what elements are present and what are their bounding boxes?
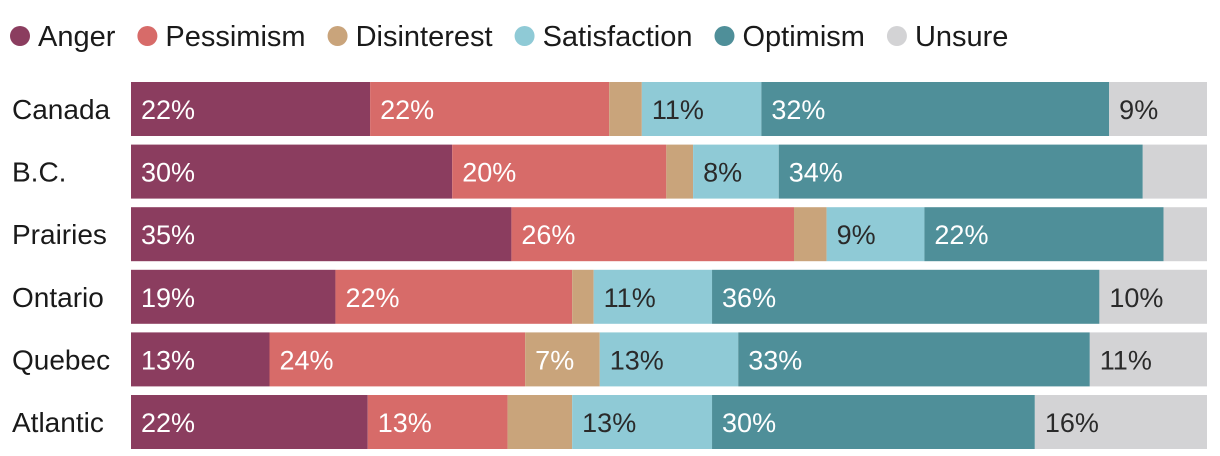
data-label-quebec-unsure: 11% [1100,345,1152,375]
legend-item-satisfaction: Satisfaction [514,21,693,53]
data-label-atlantic-anger: 22% [141,408,195,438]
data-label-atlantic-satisfaction: 13% [582,408,636,438]
bar-segment-b-c-optimism [778,144,1143,199]
bar-segment-ontario-disinterest [572,269,594,324]
bar-row-b-c: B.C. 30% 20% 8% 34% [12,144,1207,199]
legend-item-pessimism: Pessimism [137,21,306,53]
data-label-atlantic-optimism: 30% [722,408,776,438]
legend-swatch-disinterest [327,26,348,46]
bar-segment-canada-anger [131,82,371,136]
data-label-prairies-optimism: 22% [934,220,988,250]
bar-segment-prairies-unsure [1163,207,1207,262]
bar-segment-ontario-satisfaction [593,269,713,324]
bar-segment-quebec-optimism [738,332,1090,387]
data-label-atlantic-unsure: 16% [1045,408,1099,438]
legend-item-unsure: Unsure [886,21,1009,53]
bar-segment-quebec-anger [131,332,270,387]
legend-swatch-anger [10,26,30,46]
bar-segment-canada-unsure [1109,82,1207,136]
legend-label-optimism: Optimism [742,21,864,53]
bar-segment-prairies-anger [131,207,512,262]
legend-item-anger: Anger [10,21,116,53]
legend-swatch-unsure [886,26,907,46]
bar-segment-quebec-satisfaction [599,332,739,387]
bar-segment-ontario-unsure [1099,269,1207,324]
legend-item-disinterest: Disinterest [327,21,493,53]
category-label-ontario: Ontario [12,282,104,313]
legend-label-anger: Anger [38,21,116,53]
bar-segment-ontario-anger [131,269,336,324]
legend: Anger Pessimism Disinterest Satisfaction Opt… [10,21,1008,53]
category-label-atlantic: Atlantic [12,407,104,438]
data-label-quebec-anger: 13% [141,345,195,375]
legend-label-pessimism: Pessimism [165,21,305,53]
bar-segment-atlantic-pessimism [367,395,508,449]
legend-label-unsure: Unsure [915,21,1009,53]
category-label-b-c: B.C. [12,157,66,188]
bar-segment-quebec-disinterest [525,332,600,387]
bar-segment-ontario-pessimism [335,269,573,324]
bar-segment-b-c-satisfaction [693,144,779,199]
data-label-prairies-satisfaction: 9% [837,220,876,250]
legend-label-disinterest: Disinterest [356,21,493,53]
bar-segment-b-c-unsure [1142,144,1207,199]
data-label-b-c-satisfaction: 8% [703,158,742,188]
data-label-ontario-unsure: 10% [1109,283,1163,313]
bar-row-prairies: Prairies 35% 26% 9% 22% [12,207,1207,262]
data-label-canada-pessimism: 22% [380,95,434,125]
bar-segment-atlantic-unsure [1034,395,1207,449]
data-label-prairies-pessimism: 26% [521,220,575,250]
data-label-canada-unsure: 9% [1119,95,1158,125]
data-label-b-c-optimism: 34% [789,158,843,188]
legend-swatch-optimism [714,26,735,46]
bar-segment-atlantic-optimism [712,395,1035,449]
data-label-canada-optimism: 32% [771,95,825,125]
bar-segment-ontario-optimism [712,269,1100,324]
bar-segment-quebec-unsure [1089,332,1207,387]
bar-row-canada: Canada 22% 22% 11% 32% 9% [12,82,1207,136]
bar-segment-prairies-pessimism [511,207,794,262]
legend-swatch-satisfaction [514,26,535,46]
data-label-ontario-pessimism: 22% [345,283,399,313]
bar-row-quebec: Quebec 13% 24% 7% 13% 33% 11% [12,332,1207,387]
bar-row-atlantic: Atlantic 22% 13% 13% 30% 16% [12,395,1207,449]
bar-segment-atlantic-disinterest [507,395,573,449]
legend-label-satisfaction: Satisfaction [543,21,693,53]
data-label-ontario-satisfaction: 11% [604,283,656,313]
legend-item-optimism: Optimism [714,21,865,53]
data-label-quebec-satisfaction: 13% [610,345,664,375]
data-label-ontario-optimism: 36% [722,283,776,313]
bar-segment-canada-disinterest [609,82,642,136]
data-label-b-c-pessimism: 20% [462,158,516,188]
bar-segment-atlantic-anger [131,395,368,449]
bar-segment-canada-optimism [761,82,1110,136]
bar-segment-b-c-pessimism [452,144,667,199]
data-label-b-c-anger: 30% [141,158,195,188]
legend-swatch-pessimism [137,26,158,46]
bar-segment-prairies-disinterest [793,207,827,262]
category-label-prairies: Prairies [12,219,107,250]
bar-segment-prairies-satisfaction [826,207,925,262]
bar-segment-quebec-pessimism [269,332,526,387]
data-label-prairies-anger: 35% [141,220,195,250]
data-label-quebec-pessimism: 24% [279,345,333,375]
bar-segment-b-c-anger [131,144,453,199]
data-label-quebec-disinterest: 7% [535,345,574,375]
bar-row-ontario: Ontario 19% 22% 11% 36% 10% [12,269,1207,324]
chart-rows: Canada 22% 22% 11% 32% 9% B.C. 30% 20% 8% 34% Prair… [12,82,1207,449]
category-label-canada: Canada [12,94,111,125]
bar-segment-canada-satisfaction [641,82,762,136]
data-label-atlantic-pessimism: 13% [378,408,432,438]
bar-segment-atlantic-satisfaction [572,395,713,449]
data-label-canada-satisfaction: 11% [652,95,704,125]
category-label-quebec: Quebec [12,344,110,375]
data-label-quebec-optimism: 33% [748,345,802,375]
bar-segment-prairies-optimism [924,207,1164,262]
bar-segment-b-c-disinterest [666,144,694,199]
bar-segment-canada-pessimism [370,82,610,136]
data-label-ontario-anger: 19% [141,283,195,313]
data-label-canada-anger: 22% [141,95,195,125]
